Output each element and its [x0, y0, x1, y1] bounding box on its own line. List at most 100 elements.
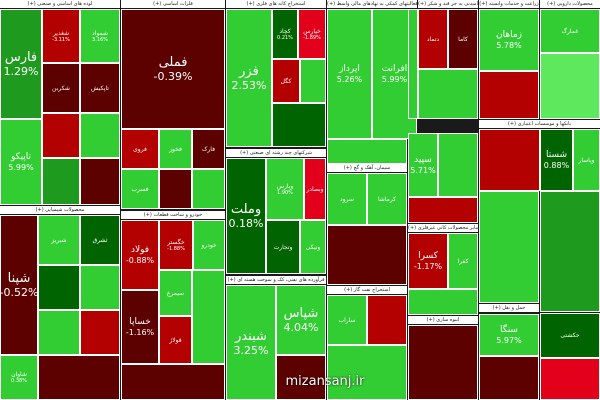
- stock-tile[interactable]: شستا 0.88%: [540, 129, 573, 191]
- stock-tile[interactable]: [80, 265, 120, 310]
- stock-tile[interactable]: فخوز: [159, 129, 192, 169]
- stock-tile[interactable]: شبریز: [38, 215, 80, 265]
- stock-tile[interactable]: سپید 5.71%: [408, 133, 438, 197]
- stock-tile[interactable]: [38, 265, 80, 310]
- stock-tile[interactable]: [408, 9, 418, 119]
- sector-header[interactable]: (+) انبوه سازی: [408, 316, 478, 324]
- stock-tile[interactable]: [418, 69, 478, 119]
- stock-tile[interactable]: فملی -0.39%: [121, 9, 225, 129]
- stock-tile[interactable]: فزر 2.53%: [226, 9, 272, 147]
- stock-tile[interactable]: [479, 356, 539, 400]
- stock-tile[interactable]: ساراب: [327, 295, 367, 345]
- stock-tile[interactable]: خپارس -1.89%: [298, 9, 326, 59]
- stock-tile[interactable]: فروی: [121, 129, 159, 169]
- stock-tile[interactable]: سرود: [327, 173, 367, 225]
- stock-tile[interactable]: [540, 53, 600, 119]
- stock-tile[interactable]: شغدیر -3.11%: [42, 9, 80, 63]
- stock-tile[interactable]: [438, 133, 478, 197]
- sector-header[interactable]: (+) لوده های اساسی و صنعتی: [0, 0, 120, 8]
- sector-header[interactable]: (+) محصولات شیمیایی: [0, 206, 120, 214]
- stock-tile[interactable]: [121, 364, 225, 400]
- stock-tile[interactable]: فارک: [192, 129, 225, 169]
- stock-tile[interactable]: [408, 325, 478, 400]
- sector-header[interactable]: (+) زراعت و خدمات وابسته: [479, 0, 539, 8]
- sector-header[interactable]: (+) سیمان، آهک و گچ: [327, 164, 407, 172]
- sector-header[interactable]: (+) استخراج نفت گاز: [327, 286, 407, 294]
- stock-tile[interactable]: [540, 191, 600, 312]
- stock-tile[interactable]: کفرا: [448, 233, 478, 289]
- stock-tile[interactable]: [479, 71, 539, 119]
- sector-header[interactable]: (+) فعالیتهای کمکی به نهادهای مالی واسط: [327, 0, 417, 8]
- stock-tile[interactable]: کرماشا: [367, 173, 407, 225]
- stock-tile[interactable]: کاما: [448, 9, 478, 69]
- stock-tile[interactable]: خساپا -1.16%: [121, 290, 159, 364]
- stock-tile[interactable]: وبصادر: [304, 158, 326, 220]
- stock-tile[interactable]: [408, 289, 478, 315]
- stock-tile[interactable]: شپاس 4.04%: [276, 285, 326, 355]
- stock-tile[interactable]: [80, 158, 120, 205]
- sector-header[interactable]: (+) بانکها و موسسات اعتباری: [479, 120, 600, 128]
- stock-tile[interactable]: [42, 158, 80, 205]
- stock-tile[interactable]: [80, 113, 120, 158]
- stock-tile[interactable]: شمواد 3.16%: [80, 9, 120, 63]
- stock-symbol: خودرو: [201, 241, 217, 249]
- sector-header[interactable]: (+) فلزات اساسی: [121, 0, 225, 8]
- stock-tile[interactable]: سیمرغ: [159, 270, 192, 316]
- stock-tile[interactable]: [38, 310, 80, 355]
- stock-tile[interactable]: زماهان 5.78%: [479, 9, 539, 71]
- sector-header[interactable]: (+) فرآورده های نفتی، کک و سوخت هسته ای: [226, 276, 326, 284]
- stock-tile[interactable]: [42, 113, 80, 158]
- stock-tile[interactable]: [300, 59, 326, 103]
- stock-tile[interactable]: [38, 355, 120, 400]
- stock-tile[interactable]: خگستر -1.88%: [159, 220, 193, 270]
- stock-tile[interactable]: ثشرق: [80, 215, 120, 265]
- stock-tile[interactable]: [408, 197, 478, 223]
- stock-tile[interactable]: خودرو: [193, 220, 225, 270]
- stock-tile[interactable]: وپارس 1.90%: [266, 158, 304, 220]
- stock-tile[interactable]: فولاژ: [159, 316, 192, 364]
- stock-tile[interactable]: شپنا -0.52%: [0, 215, 38, 355]
- stock-tile[interactable]: [367, 295, 407, 345]
- stock-tile[interactable]: شکربن: [42, 63, 80, 113]
- stock-tile[interactable]: کگل: [272, 59, 300, 103]
- stock-tile[interactable]: فارس 1.29%: [0, 9, 42, 119]
- stock-tile[interactable]: شاوان 0.38%: [0, 355, 38, 400]
- sector-header[interactable]: (+) شرکتهای چند رشته ای صنعتی: [226, 149, 326, 157]
- stock-tile[interactable]: شبندر 3.25%: [226, 285, 276, 400]
- stock-tile[interactable]: [192, 169, 225, 209]
- stock-tile[interactable]: تاپکیش: [80, 63, 120, 113]
- stock-tile[interactable]: [327, 345, 407, 400]
- sector-header[interactable]: (+) محصولات دارویی: [540, 0, 600, 8]
- stock-tile[interactable]: [327, 139, 407, 164]
- sector-header[interactable]: (+) حمل و نقل: [479, 304, 539, 312]
- stock-tile[interactable]: [192, 270, 225, 364]
- stock-tile[interactable]: اپرداز 5.26%: [327, 9, 372, 139]
- stock-symbol: وپاسار: [578, 156, 595, 164]
- stock-tile[interactable]: دتماد: [418, 9, 448, 69]
- stock-tile[interactable]: فسرب: [121, 169, 159, 209]
- stock-tile[interactable]: [479, 191, 539, 303]
- stock-tile[interactable]: غمارگ: [540, 9, 600, 53]
- stock-tile[interactable]: وتجارت: [266, 220, 300, 274]
- sector-header[interactable]: (+) سایر محصولات کانی غیرفلزی: [408, 224, 478, 232]
- stock-tile[interactable]: حکشتی: [540, 313, 600, 358]
- sector-header[interactable]: (+) محصولات غذایی و آشامیدنی به جز قند و…: [418, 0, 478, 8]
- stock-tile[interactable]: فولاد -0.88%: [121, 220, 159, 290]
- stock-tile[interactable]: [272, 103, 326, 147]
- stock-tile[interactable]: [479, 129, 540, 191]
- sector-header[interactable]: (+) خودرو و ساخت قطعات: [121, 211, 225, 219]
- stock-tile[interactable]: [540, 358, 600, 400]
- stock-tile[interactable]: تاپیکو 5.99%: [0, 119, 42, 205]
- stock-symbol: ساراب: [338, 316, 356, 324]
- stock-tile[interactable]: [159, 169, 192, 209]
- stock-tile[interactable]: وپاسار: [573, 129, 600, 191]
- stock-tile[interactable]: سنگا 5.97%: [479, 314, 539, 356]
- stock-tile[interactable]: [80, 310, 120, 355]
- stock-tile[interactable]: وملت 0.18%: [226, 158, 266, 274]
- stock-tile[interactable]: [327, 225, 407, 285]
- stock-tile[interactable]: کچاد 0.21%: [272, 9, 298, 59]
- stock-tile[interactable]: ونیکی: [300, 220, 326, 274]
- sector-header[interactable]: (+) استخراج کانه های فلزی: [226, 0, 326, 8]
- stock-tile[interactable]: کسرا -1.17%: [408, 233, 448, 289]
